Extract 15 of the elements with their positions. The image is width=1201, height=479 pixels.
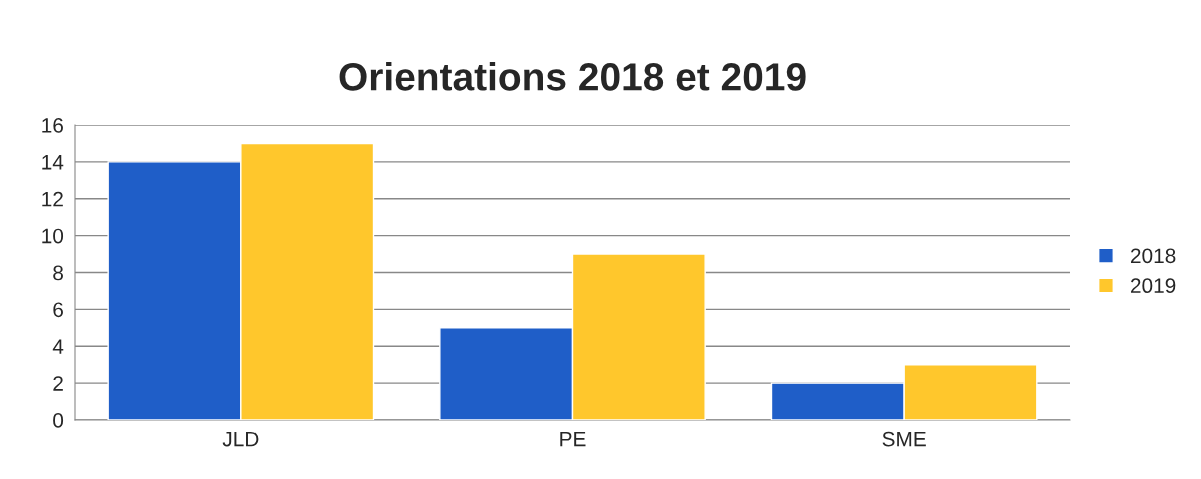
- y-tick-label: 16: [42, 118, 63, 133]
- x-tick-label: SME: [882, 431, 926, 447]
- x-tick-label: PE: [560, 431, 586, 447]
- y-tick-label: 12: [42, 191, 63, 207]
- y-tick-label: 8: [53, 265, 63, 281]
- legend-label: 2018: [1131, 248, 1176, 264]
- x-tick-label: JLD: [222, 431, 259, 447]
- y-tick-label: 2: [53, 376, 63, 391]
- chart-title: Orientations 2018 et 2019: [339, 62, 806, 91]
- y-tick-label: 10: [42, 228, 64, 244]
- y-tick-label: 4: [52, 339, 64, 354]
- legend-label: 2019: [1131, 278, 1176, 294]
- y-tick-label: 0: [53, 413, 64, 428]
- y-tick-label: 14: [42, 155, 64, 170]
- y-tick-label: 6: [53, 302, 63, 318]
